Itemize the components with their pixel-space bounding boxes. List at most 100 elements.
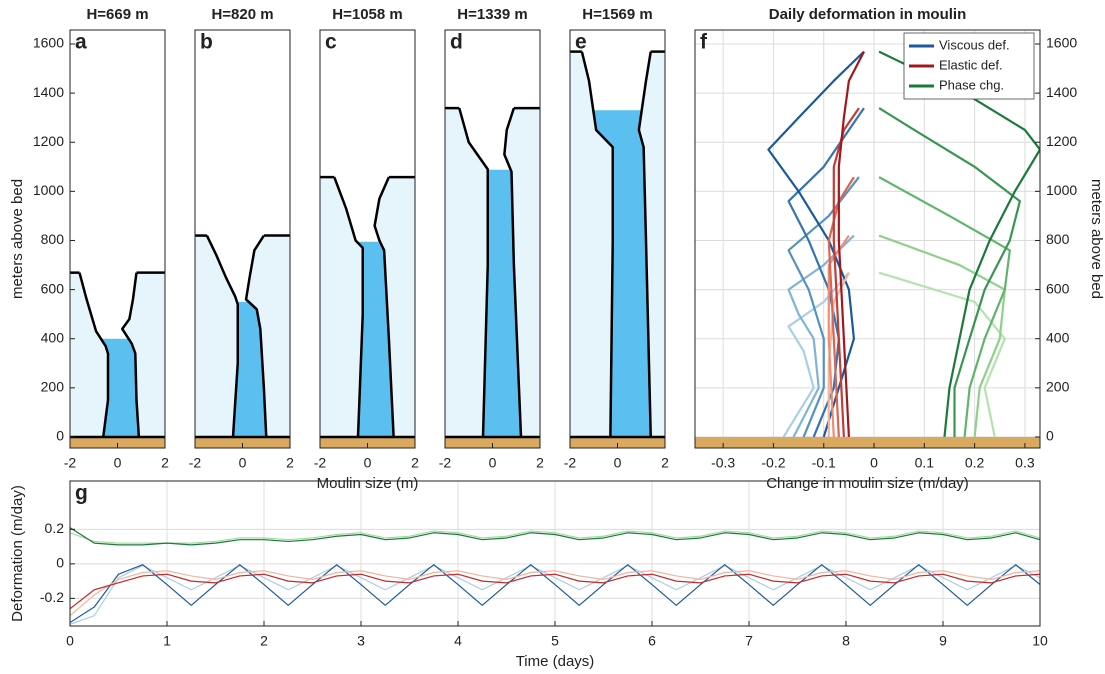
x-tick-label: 0.1 xyxy=(915,455,935,471)
series-line xyxy=(827,176,855,438)
x-tick-label: 2 xyxy=(411,455,419,471)
panel-title: H=1339 m xyxy=(457,6,527,23)
panel xyxy=(320,175,415,448)
y-tick-label: 0 xyxy=(56,428,64,444)
x-tick-label: 10 xyxy=(1032,633,1048,649)
moulin-wall xyxy=(244,234,268,438)
bed xyxy=(570,436,665,448)
bed xyxy=(70,436,165,448)
panel-label: g xyxy=(75,482,88,505)
x-tick-label: 0 xyxy=(66,633,74,649)
panel-title: H=1058 m xyxy=(332,6,402,23)
y-tick-label: 1000 xyxy=(1046,182,1077,198)
y-tick-label: 800 xyxy=(1046,231,1070,247)
moulin-wall xyxy=(503,107,523,438)
water xyxy=(483,169,521,437)
panel-label: b xyxy=(200,31,213,54)
series-line xyxy=(70,527,1040,546)
y-axis-label: meters above bed xyxy=(9,179,26,299)
x-tick-label: -2 xyxy=(64,455,77,471)
x-tick-label: 0 xyxy=(870,455,878,471)
x-tick-label: -2 xyxy=(439,455,452,471)
y-tick-label: 1200 xyxy=(1046,133,1077,149)
moulin-wall xyxy=(458,107,489,437)
y-tick-label: 600 xyxy=(1046,280,1070,296)
y-tick-label: 1400 xyxy=(33,84,64,100)
moulin-wall xyxy=(78,272,110,438)
y-tick-label: 1200 xyxy=(33,133,64,149)
x-axis-label: Change in moulin size (m/day) xyxy=(766,475,969,492)
x-tick-label: 8 xyxy=(842,633,850,649)
panel-title: H=1569 m xyxy=(582,6,652,23)
x-tick-label: 0 xyxy=(114,455,122,471)
moulin-wall xyxy=(121,272,141,438)
legend-label: Elastic def. xyxy=(939,57,1003,72)
panel-label: f xyxy=(700,31,708,54)
y-tick-label: 600 xyxy=(41,280,65,296)
series-line xyxy=(878,271,1006,438)
y-tick-label: 400 xyxy=(41,329,65,345)
series-line xyxy=(878,50,1040,438)
x-tick-label: 2 xyxy=(260,633,268,649)
panel xyxy=(70,481,1040,626)
y-tick-label: 200 xyxy=(41,379,65,395)
panel xyxy=(195,234,290,448)
x-tick-label: 1 xyxy=(163,633,171,649)
legend xyxy=(903,32,1035,100)
panel-title: H=669 m xyxy=(86,6,148,23)
water xyxy=(356,241,394,437)
panel-label: c xyxy=(325,31,337,54)
x-tick-label: 0.3 xyxy=(1015,455,1035,471)
x-tick-label: -2 xyxy=(564,455,577,471)
series-line xyxy=(787,234,855,438)
x-tick-label: -0.1 xyxy=(812,455,836,471)
water xyxy=(593,110,651,437)
x-tick-label: -2 xyxy=(189,455,202,471)
y-tick-label: 0.2 xyxy=(45,520,65,536)
panel-title: Daily deformation in moulin xyxy=(769,6,967,23)
y-tick-label: 1600 xyxy=(33,35,64,51)
series-line xyxy=(70,564,1040,625)
panel-label: e xyxy=(575,31,587,54)
axes-frame xyxy=(694,29,1041,449)
panel xyxy=(570,50,665,448)
x-tick-label: 9 xyxy=(939,633,947,649)
y-axis-label: meters above bed xyxy=(1088,179,1105,299)
series-line xyxy=(70,564,1040,624)
y-tick-label: -0.2 xyxy=(40,589,64,605)
x-tick-label: 7 xyxy=(745,633,753,649)
series-line xyxy=(70,573,1040,610)
panel xyxy=(70,271,165,448)
x-tick-label: 2 xyxy=(536,455,544,471)
x-tick-label: 2 xyxy=(661,455,669,471)
x-tick-label: 5 xyxy=(551,633,559,649)
x-tick-label: -2 xyxy=(314,455,327,471)
x-tick-label: 0 xyxy=(614,455,622,471)
x-tick-label: 0.2 xyxy=(965,455,985,471)
moulin-wall xyxy=(373,176,395,438)
x-tick-label: -0.2 xyxy=(761,455,785,471)
x-tick-label: -0.3 xyxy=(711,455,735,471)
x-tick-label: 0 xyxy=(239,455,247,471)
moulin-wall xyxy=(333,176,364,437)
series-line xyxy=(70,570,1040,617)
y-tick-label: 1600 xyxy=(1046,35,1077,51)
x-tick-label: 0 xyxy=(489,455,497,471)
series-line xyxy=(878,234,1006,438)
bed xyxy=(195,436,290,448)
y-tick-label: 1400 xyxy=(1046,84,1077,100)
water xyxy=(100,338,139,437)
panel xyxy=(695,30,1040,448)
y-tick-label: 800 xyxy=(41,231,65,247)
y-tick-label: 200 xyxy=(1046,379,1070,395)
legend-label: Phase chg. xyxy=(939,77,1004,92)
x-tick-label: 3 xyxy=(357,633,365,649)
x-tick-label: 2 xyxy=(161,455,169,471)
panel-label: d xyxy=(450,31,463,54)
x-tick-label: 4 xyxy=(454,633,462,649)
series-line xyxy=(837,51,865,438)
series-line xyxy=(767,50,865,438)
series-line xyxy=(832,107,860,438)
panel xyxy=(445,106,540,448)
bed xyxy=(320,436,415,448)
